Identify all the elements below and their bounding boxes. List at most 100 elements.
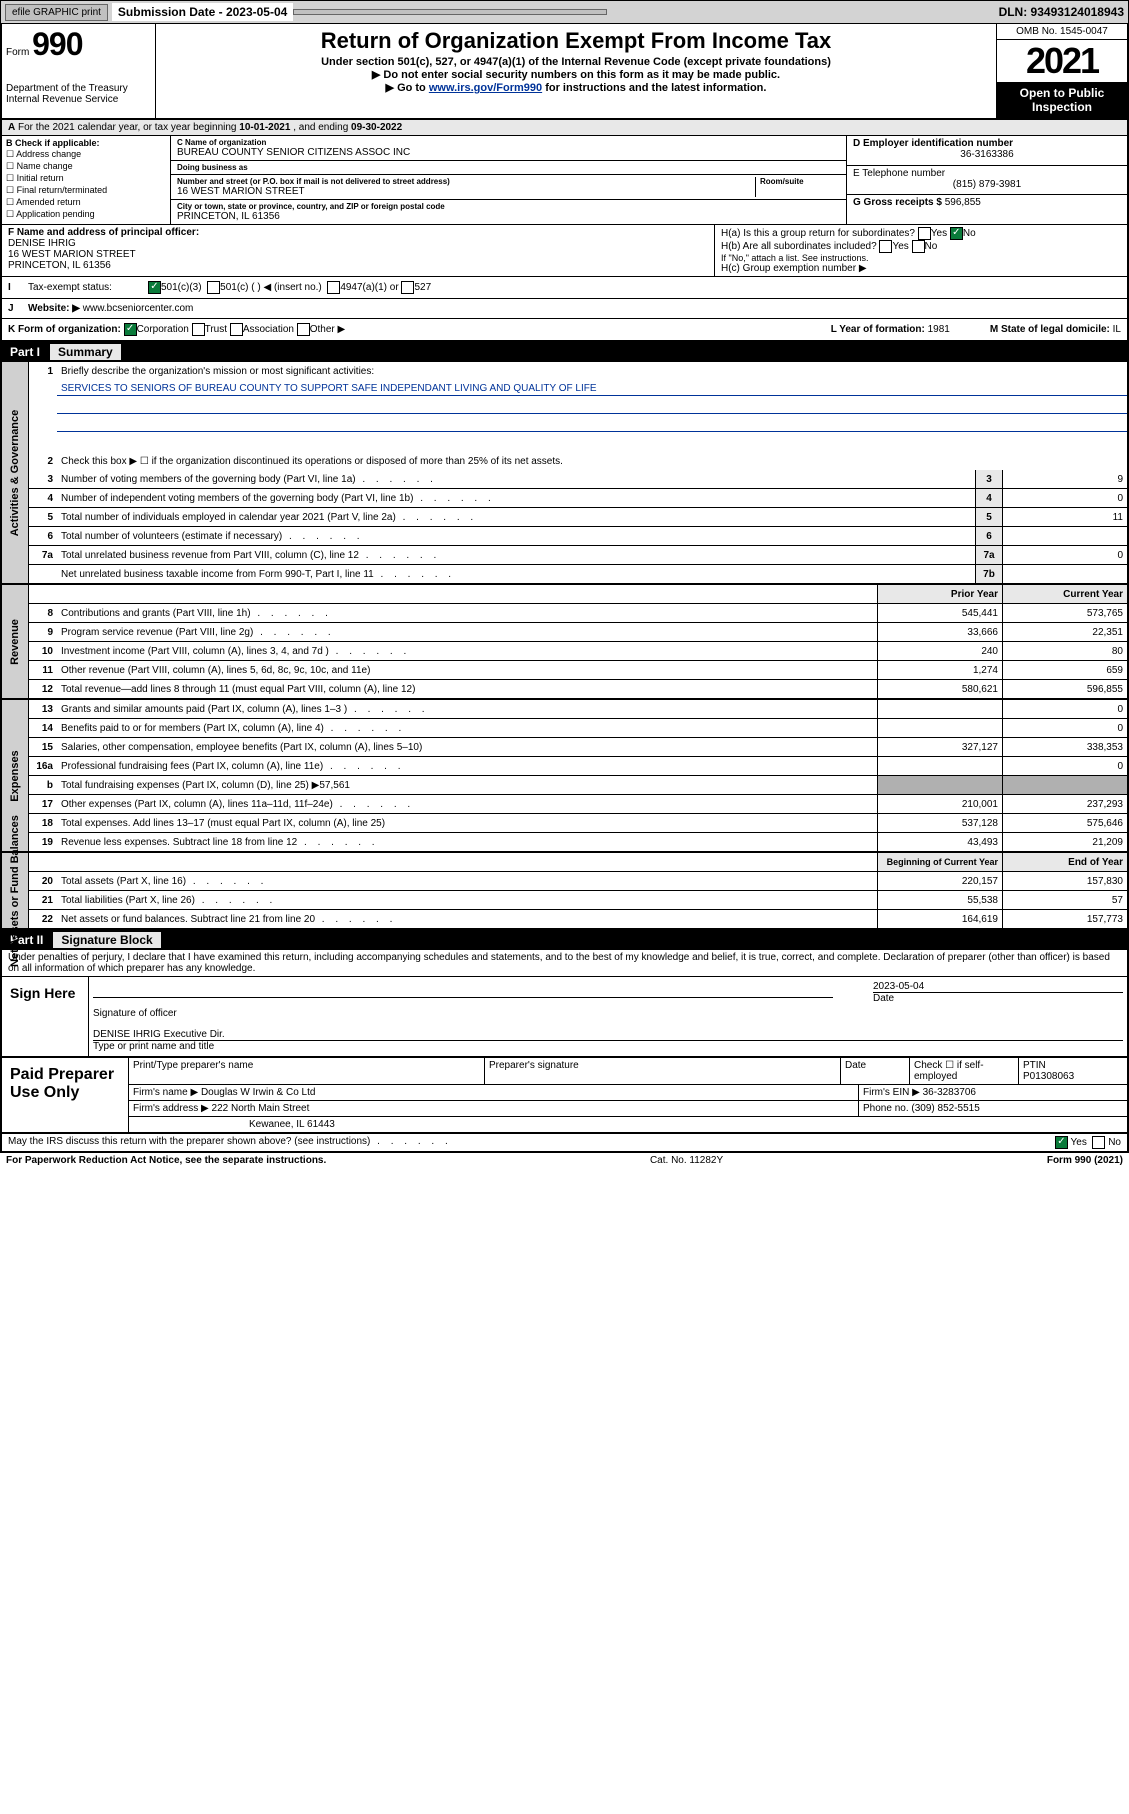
chk-trust[interactable] (192, 323, 205, 336)
f-label: F Name and address of principal officer: (8, 227, 199, 238)
v3: 9 (1002, 470, 1127, 488)
c21: 57 (1002, 891, 1127, 909)
efile-print-button[interactable]: efile GRAPHIC print (5, 4, 108, 21)
chk-501c[interactable] (207, 281, 220, 294)
ptin: P01308063 (1023, 1071, 1074, 1082)
l7a: Total unrelated business revenue from Pa… (57, 549, 975, 562)
opt-other: Other ▶ (310, 324, 345, 335)
submission-date: Submission Date - 2023-05-04 (112, 3, 293, 21)
chk-501c3[interactable]: ✓ (148, 281, 161, 294)
domicile: IL (1113, 324, 1121, 335)
l19: Revenue less expenses. Subtract line 18 … (57, 836, 877, 849)
prep-self-employed[interactable]: Check ☐ if self-employed (910, 1058, 1019, 1084)
ha-no[interactable]: ✓ (950, 227, 963, 240)
k-label: K Form of organization: (8, 324, 121, 335)
sub3-post: for instructions and the latest informat… (542, 82, 766, 94)
netassets-block: Net Assets or Fund Balances Beginning of… (0, 853, 1129, 930)
sig-officer-label: Signature of officer (93, 1008, 177, 1019)
c-dba-row: Doing business as (171, 161, 846, 175)
form-header: Form 990 Department of the Treasury Inte… (0, 24, 1129, 120)
p8: 545,441 (877, 604, 1002, 622)
l2: Check this box ▶ ☐ if the organization d… (57, 455, 1127, 468)
sub3-pre: ▶ Go to (386, 82, 429, 94)
p21: 55,538 (877, 891, 1002, 909)
activities-block: Activities & Governance 1Briefly describ… (0, 362, 1129, 585)
website[interactable]: www.bcseniorcenter.com (83, 303, 194, 314)
ha-label: H(a) Is this a group return for subordin… (721, 228, 915, 239)
c11: 659 (1002, 661, 1127, 679)
part1-header-row: Part I Summary (0, 342, 1129, 362)
chk-name-change[interactable]: ☐ Name change (6, 161, 166, 172)
city-label: City or town, state or province, country… (177, 202, 840, 211)
c19: 21,209 (1002, 833, 1127, 851)
p19: 43,493 (877, 833, 1002, 851)
l3: Number of voting members of the governin… (57, 473, 975, 486)
gross-receipts: 596,855 (945, 197, 981, 208)
a-begin: 10-01-2021 (239, 122, 290, 133)
discuss-yes[interactable]: ✓ (1055, 1136, 1068, 1149)
prep-sig-hdr: Preparer's signature (485, 1058, 841, 1084)
hb-yes[interactable] (879, 240, 892, 253)
chk-final-return[interactable]: ☐ Final return/terminated (6, 185, 166, 196)
instructions-link[interactable]: www.irs.gov/Form990 (429, 82, 542, 94)
m-label: M State of legal domicile: (990, 324, 1110, 335)
current-hdr: Current Year (1002, 585, 1127, 603)
dept-treasury: Department of the Treasury (6, 83, 151, 94)
ha-yes[interactable] (918, 227, 931, 240)
phone: (815) 879-3981 (853, 179, 1121, 190)
opt-corp: Corporation (137, 324, 189, 335)
ein: 36-3163386 (853, 149, 1121, 160)
p20: 220,157 (877, 872, 1002, 890)
officer-name: DENISE IHRIG (8, 238, 76, 249)
section-a-row: A For the 2021 calendar year, or tax yea… (0, 120, 1129, 136)
hb-no[interactable] (912, 240, 925, 253)
discuss-row: May the IRS discuss this return with the… (0, 1134, 1129, 1153)
chk-4947[interactable] (327, 281, 340, 294)
chk-corp[interactable]: ✓ (124, 323, 137, 336)
l8: Contributions and grants (Part VIII, lin… (57, 607, 877, 620)
page-footer: For Paperwork Reduction Act Notice, see … (0, 1153, 1129, 1168)
dba-label: Doing business as (177, 163, 840, 172)
c18: 575,646 (1002, 814, 1127, 832)
p11: 1,274 (877, 661, 1002, 679)
footer-left: For Paperwork Reduction Act Notice, see … (6, 1155, 326, 1166)
subtitle-1: Under section 501(c), 527, or 4947(a)(1)… (160, 56, 992, 68)
part2-title: Signature Block (53, 932, 160, 948)
l5: Total number of individuals employed in … (57, 511, 975, 524)
chk-address-change[interactable]: ☐ Address change (6, 149, 166, 160)
c-street-row: Number and street (or P.O. box if mail i… (171, 175, 846, 200)
subtitle-3: ▶ Go to www.irs.gov/Form990 for instruct… (160, 81, 992, 94)
p14 (877, 719, 1002, 737)
tax-year: 2021 (997, 40, 1127, 82)
l7b: Net unrelated business taxable income fr… (57, 568, 975, 581)
header-mid: Return of Organization Exempt From Incom… (156, 24, 996, 118)
p12: 580,621 (877, 680, 1002, 698)
section-bcdeg: B Check if applicable: ☐ Address change … (0, 136, 1129, 225)
fundraising-total: 57,561 (319, 780, 350, 791)
section-j: J Website: ▶ www.bcseniorcenter.com (0, 299, 1129, 319)
part2-header-row: Part II Signature Block (0, 930, 1129, 950)
chk-amended-return[interactable]: ☐ Amended return (6, 197, 166, 208)
chk-other[interactable] (297, 323, 310, 336)
perjury-text: Under penalties of perjury, I declare th… (8, 952, 1121, 974)
p13 (877, 700, 1002, 718)
chk-527[interactable] (401, 281, 414, 294)
prep-name-hdr: Print/Type preparer's name (129, 1058, 485, 1084)
section-i: I Tax-exempt status: ✓ 501(c)(3) 501(c) … (0, 277, 1129, 299)
beg-hdr: Beginning of Current Year (877, 853, 1002, 871)
side-netassets: Net Assets or Fund Balances (2, 853, 29, 928)
d-label: D Employer identification number (853, 138, 1013, 149)
footer-right: Form 990 (2021) (1047, 1155, 1123, 1166)
hb-note: If "No," attach a list. See instructions… (721, 253, 1121, 263)
opt-4947: 4947(a)(1) or (340, 282, 398, 293)
chk-assoc[interactable] (230, 323, 243, 336)
section-g: G Gross receipts $ 596,855 (847, 195, 1127, 224)
chk-initial-return[interactable]: ☐ Initial return (6, 173, 166, 184)
chk-application-pending[interactable]: ☐ Application pending (6, 209, 166, 220)
l9: Program service revenue (Part VIII, line… (57, 626, 877, 639)
room-label: Room/suite (760, 177, 840, 186)
p17: 210,001 (877, 795, 1002, 813)
l13: Grants and similar amounts paid (Part IX… (57, 703, 877, 716)
l6: Total number of volunteers (estimate if … (57, 530, 975, 543)
discuss-no[interactable] (1092, 1136, 1105, 1149)
